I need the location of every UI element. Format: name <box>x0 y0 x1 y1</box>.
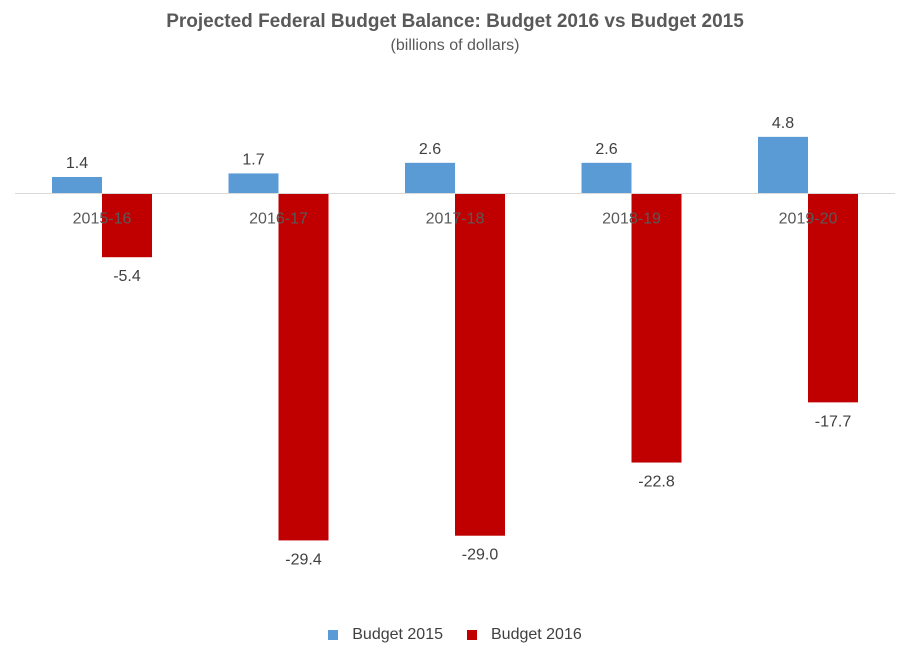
data-label-budget-2016-2017-18: -29.0 <box>462 547 499 564</box>
legend-label-budget-2015: Budget 2015 <box>352 626 443 643</box>
bar-budget-2016-2016-17 <box>278 193 329 541</box>
legend: Budget 2015 Budget 2016 <box>0 626 910 644</box>
category-label-2016-17: 2016-17 <box>249 211 308 228</box>
bar-budget-2016-2018-19 <box>631 193 682 463</box>
legend-entry-budget-2016: Budget 2016 <box>467 626 582 644</box>
legend-entry-budget-2015: Budget 2015 <box>328 626 443 644</box>
bar-budget-2015-2016-17 <box>228 173 279 194</box>
data-label-budget-2015-2015-16: 1.4 <box>66 155 88 172</box>
bar-budget-2015-2015-16 <box>52 176 102 194</box>
data-label-budget-2016-2016-17: -29.4 <box>285 551 322 568</box>
category-label-2015-16: 2015-16 <box>73 211 132 228</box>
data-label-budget-2015-2016-17: 1.7 <box>242 151 264 168</box>
chart-subtitle: (billions of dollars) <box>390 37 520 54</box>
data-label-budget-2016-2018-19: -22.8 <box>638 474 675 491</box>
legend-swatch-budget-2015 <box>328 630 339 640</box>
category-label-2019-20: 2019-20 <box>779 211 838 228</box>
data-label-budget-2015-2019-20: 4.8 <box>772 115 794 132</box>
legend-label-budget-2016: Budget 2016 <box>491 626 582 643</box>
bar-budget-2015-2018-19 <box>581 162 632 194</box>
bar-budget-2016-2019-20 <box>808 193 858 403</box>
data-label-budget-2016-2015-16: -5.4 <box>113 268 141 285</box>
category-label-2018-19: 2018-19 <box>602 211 661 228</box>
data-label-budget-2015-2017-18: 2.6 <box>419 141 441 158</box>
bar-budget-2016-2017-18 <box>455 193 505 536</box>
category-label-2017-18: 2017-18 <box>426 211 485 228</box>
legend-swatch-budget-2016 <box>467 630 477 640</box>
bar-budget-2016-2015-16 <box>102 193 152 258</box>
chart-title: Projected Federal Budget Balance: Budget… <box>166 11 744 32</box>
data-label-budget-2015-2018-19: 2.6 <box>595 141 617 158</box>
bar-budget-2015-2019-20 <box>758 136 808 194</box>
data-label-budget-2016-2019-20: -17.7 <box>815 413 852 430</box>
bar-budget-2015-2017-18 <box>405 162 455 194</box>
